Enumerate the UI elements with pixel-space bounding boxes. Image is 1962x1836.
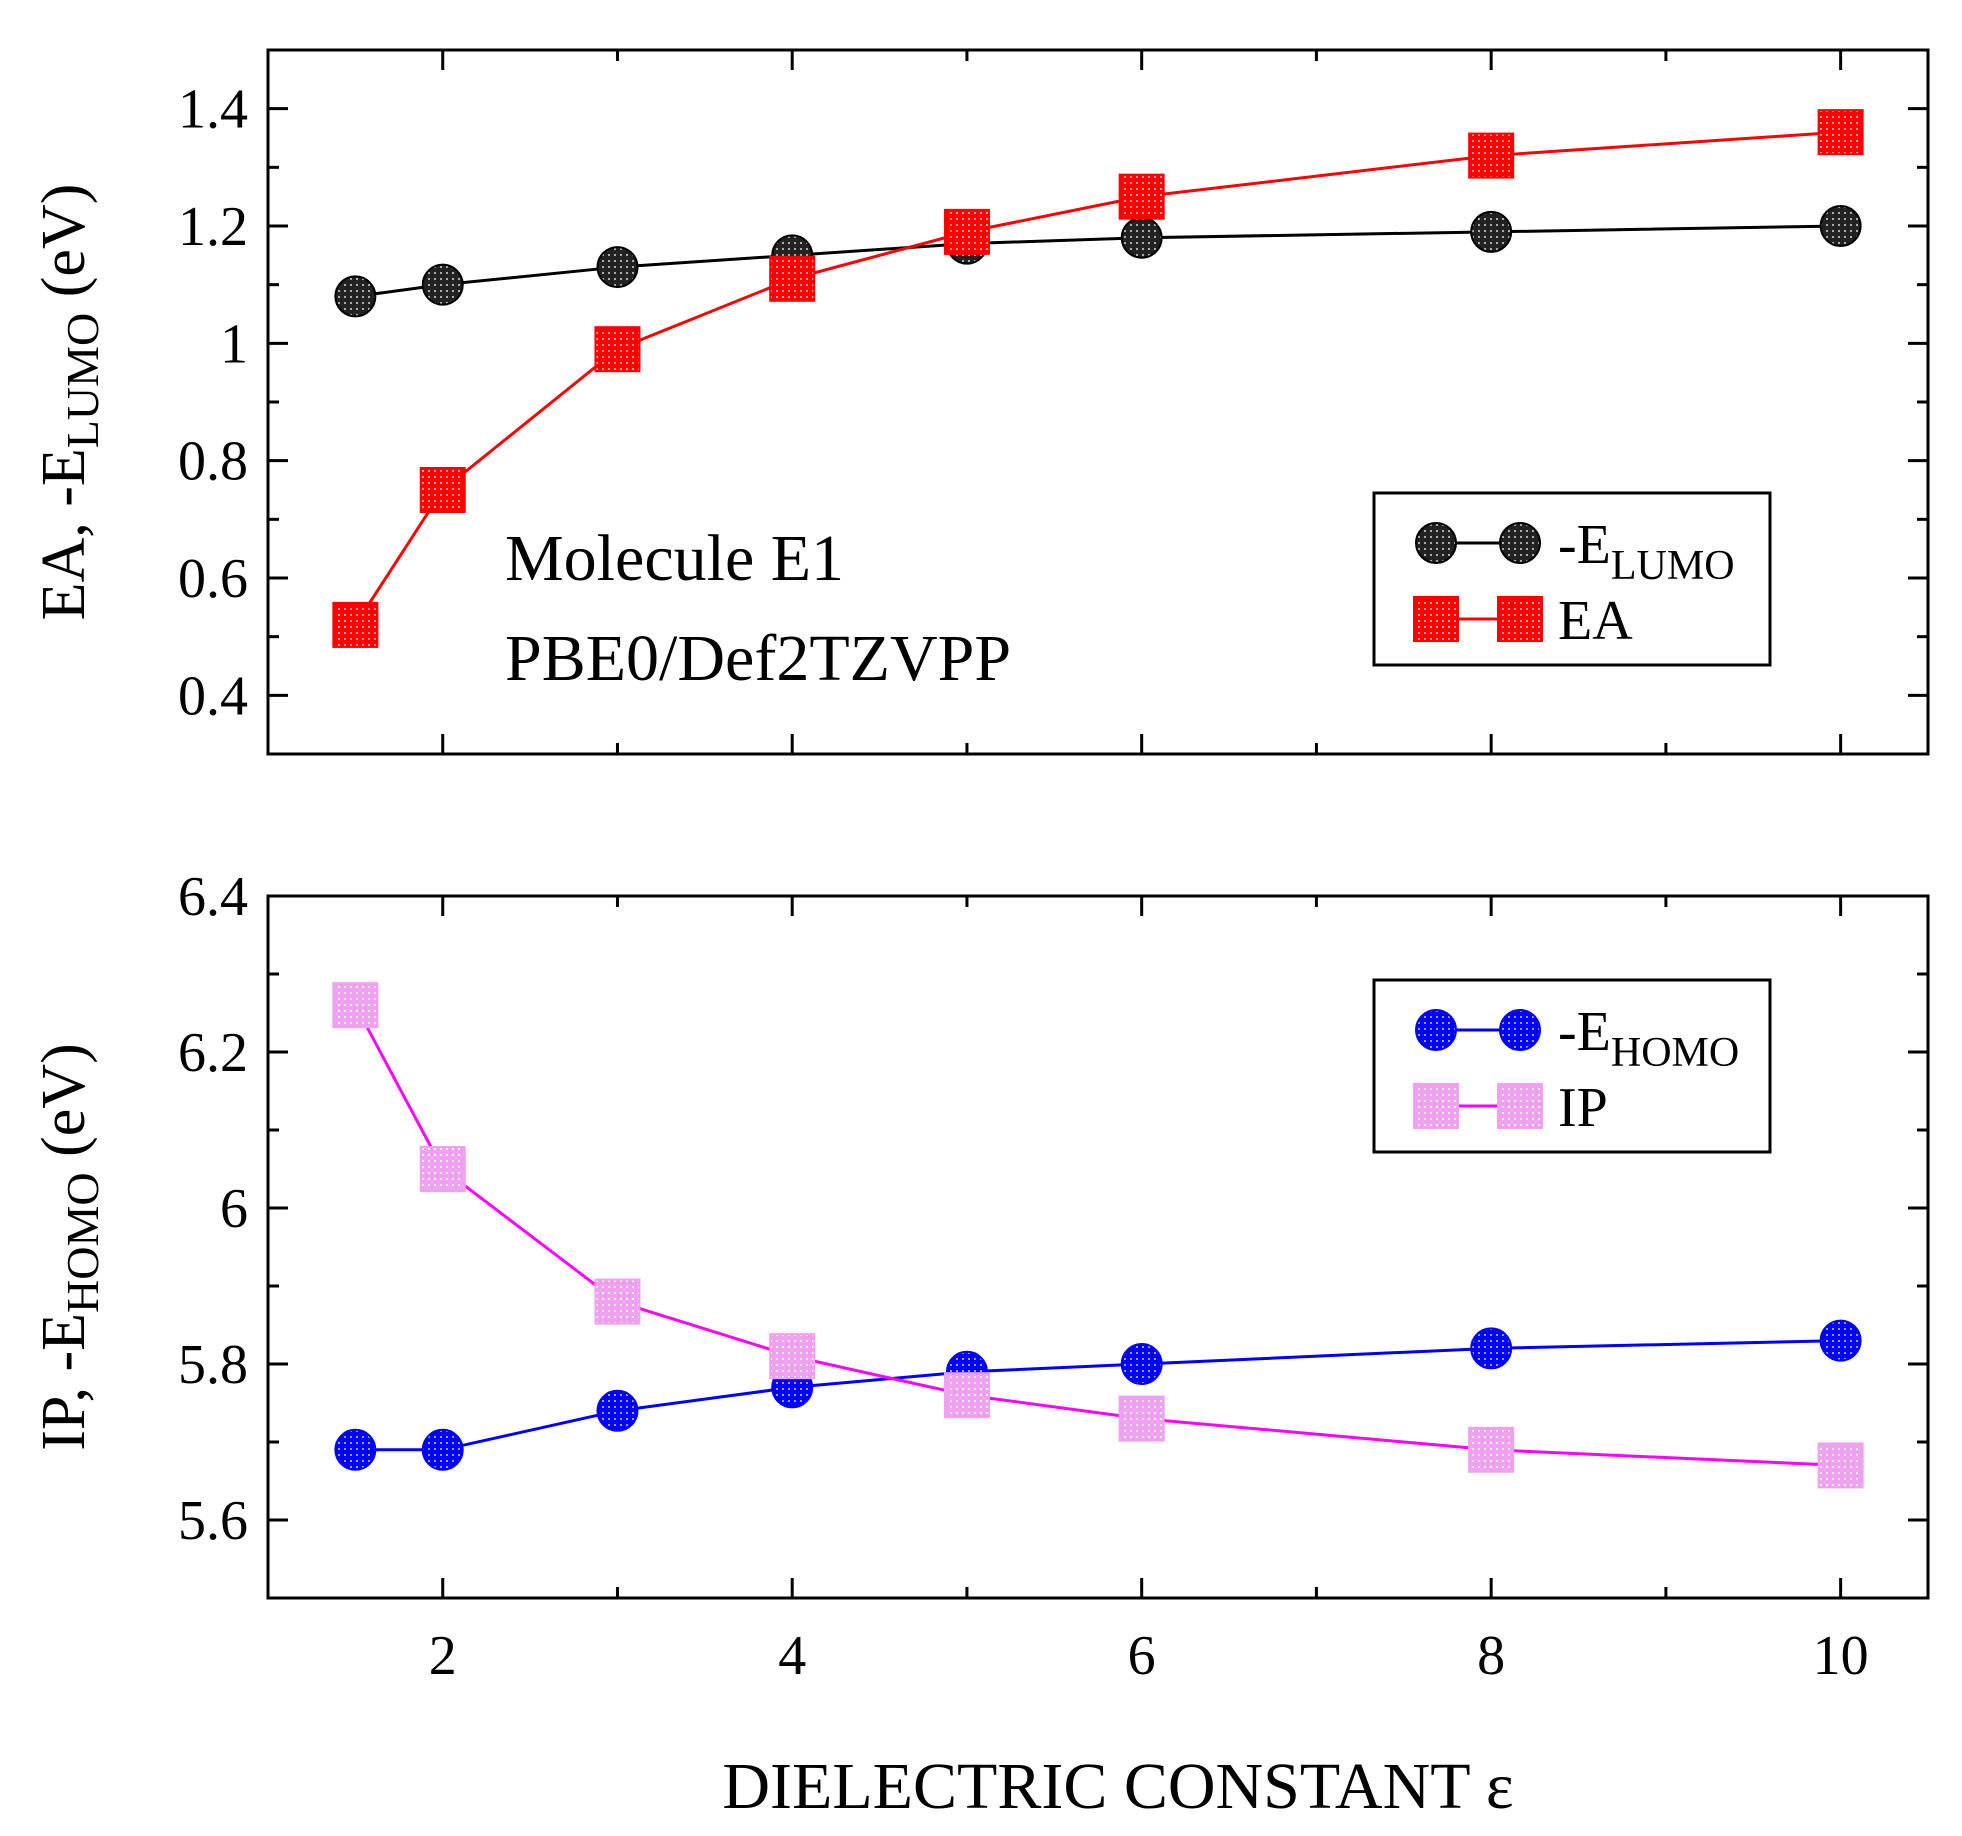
data-point <box>943 1372 990 1419</box>
data-point <box>1819 205 1862 247</box>
y-axis-label-sub: HOMO <box>57 1172 108 1313</box>
legend-marker <box>1413 1083 1459 1129</box>
data-point <box>1470 1327 1513 1370</box>
data-point <box>1817 109 1864 156</box>
chart-root: 0.40.60.811.21.4EA, -ELUMO (eV)Molecule … <box>30 48 1930 1823</box>
panel-top: 0.40.60.811.21.4EA, -ELUMO (eV)Molecule … <box>30 48 1930 756</box>
y-axis-label-suffix: (eV) <box>30 1043 98 1172</box>
data-point <box>1468 132 1515 179</box>
data-point <box>1470 210 1513 253</box>
legend-label-main: IP <box>1558 1077 1608 1139</box>
legend-marker <box>1499 1009 1541 1051</box>
y-tick-label: 1.2 <box>178 196 248 258</box>
annotation-text: PBE0/Def2TZVPP <box>505 622 1011 695</box>
series-0 <box>334 1319 1862 1471</box>
x-tick-label: 8 <box>1477 1625 1505 1687</box>
legend-label-main: -E <box>1558 514 1611 576</box>
y-axis-label-sub: LUMO <box>57 313 108 448</box>
y-tick-label: 5.6 <box>178 1490 248 1552</box>
x-tick-label: 2 <box>429 1625 457 1687</box>
legend-marker <box>1415 1009 1457 1051</box>
plot-frame-bottom <box>266 894 1930 1600</box>
legend-label: EA <box>1558 590 1633 652</box>
legend-marker <box>1499 522 1541 564</box>
data-point <box>943 208 990 255</box>
data-point <box>596 1389 639 1432</box>
series-line <box>355 1339 1841 1452</box>
data-point <box>419 467 466 513</box>
x-tick-label: 4 <box>778 1625 806 1687</box>
series-line <box>355 224 1841 298</box>
x-axis-label: DIELECTRIC CONSTANT ε <box>722 1750 1513 1823</box>
data-point <box>1468 1426 1515 1473</box>
y-axis-label-suffix: (eV) <box>30 184 98 313</box>
legend-label-sub: LUMO <box>1611 543 1735 589</box>
series-1 <box>332 109 1864 648</box>
x-tick-label: 6 <box>1128 1625 1156 1687</box>
data-point <box>1118 1395 1165 1442</box>
data-point <box>1819 1319 1862 1362</box>
y-tick-label: 0.6 <box>178 548 248 610</box>
legend-marker <box>1497 596 1543 642</box>
legend-label: IP <box>1558 1077 1608 1139</box>
y-axis-label: EA, -ELUMO (eV) <box>30 184 108 621</box>
data-point <box>334 1428 377 1471</box>
legend-label: -ELUMO <box>1558 514 1735 589</box>
data-point <box>594 326 641 373</box>
data-point <box>596 246 639 289</box>
annotation-text: Molecule E1 <box>505 522 844 595</box>
data-point <box>594 1278 641 1325</box>
y-tick-label: 6 <box>220 1178 248 1240</box>
y-axis-label: IP, -EHOMO (eV) <box>30 1043 108 1450</box>
legend-marker <box>1497 1083 1543 1129</box>
data-point <box>1120 1343 1163 1385</box>
y-tick-label: 1 <box>220 313 248 375</box>
data-point <box>334 275 377 318</box>
data-point <box>419 1146 466 1192</box>
x-tick-label: 10 <box>1813 1625 1869 1687</box>
y-axis-label-main: IP, -E <box>30 1313 98 1451</box>
series-1 <box>332 982 1864 1489</box>
legend-label-main: EA <box>1558 590 1633 652</box>
y-tick-label: 1.4 <box>178 79 248 141</box>
data-point <box>769 1333 816 1380</box>
y-tick-label: 6.4 <box>178 866 248 928</box>
legend-label: -EHOMO <box>1558 1001 1739 1076</box>
legend-label-sub: HOMO <box>1611 1030 1739 1076</box>
y-axis-label-main: EA, -E <box>30 448 98 620</box>
panel-bottom: 2 4 6 8 105.65.866.26.4IP, -EHOMO (eV)DIELEC… <box>30 866 1930 1823</box>
series-0 <box>334 205 1862 318</box>
data-point <box>332 982 379 1029</box>
y-tick-label: 0.8 <box>178 431 248 493</box>
legend-label-main: -E <box>1558 1001 1611 1063</box>
data-point <box>421 263 464 306</box>
series-line <box>354 130 1841 626</box>
data-point <box>1817 1442 1864 1489</box>
data-point <box>769 255 816 302</box>
y-tick-label: 0.4 <box>178 665 248 727</box>
y-tick-label: 6.2 <box>178 1022 248 1084</box>
y-tick-label: 5.8 <box>178 1334 248 1396</box>
legend-marker <box>1415 522 1457 564</box>
data-point <box>1118 173 1165 220</box>
data-point <box>421 1428 464 1471</box>
series-line <box>354 1004 1841 1467</box>
data-point <box>1120 216 1163 259</box>
data-point <box>332 601 379 648</box>
legend-marker <box>1413 596 1459 642</box>
